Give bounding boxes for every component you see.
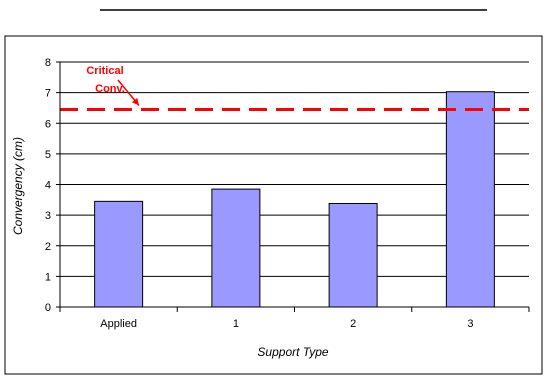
y-tick-label: 1 (45, 271, 51, 283)
y-tick-label: 7 (45, 88, 51, 100)
bars (94, 91, 495, 308)
y-tick-label: 4 (45, 180, 51, 192)
y-tick-label: 5 (45, 149, 51, 161)
bar-3 (445, 91, 495, 308)
reference-arrow-head (131, 97, 139, 106)
axes: 0 1 2 3 4 5 6 7 8 Applied 1 2 3 (45, 57, 530, 330)
y-tick-label: 2 (45, 241, 51, 253)
y-tick-label: 0 (45, 302, 51, 314)
x-tick-label: 1 (233, 318, 239, 330)
reference-label-line2: Conv. (95, 83, 125, 95)
bar-1 (211, 188, 261, 308)
x-tick-label: 3 (467, 318, 473, 330)
x-tick-label: Applied (100, 318, 137, 330)
bar-applied (94, 200, 144, 308)
x-axis-title: Support Type (257, 345, 328, 359)
y-tick-label: 3 (45, 210, 51, 222)
x-tick-label: 2 (350, 318, 356, 330)
y-tick-label: 8 (45, 57, 51, 69)
reference-label-line1: Critical (86, 65, 123, 77)
reference-line-group: Critical Conv. (60, 65, 529, 111)
y-tick-label: 6 (45, 118, 51, 130)
bar-2 (328, 202, 378, 308)
y-axis-title: Convergency (cm) (11, 137, 25, 235)
